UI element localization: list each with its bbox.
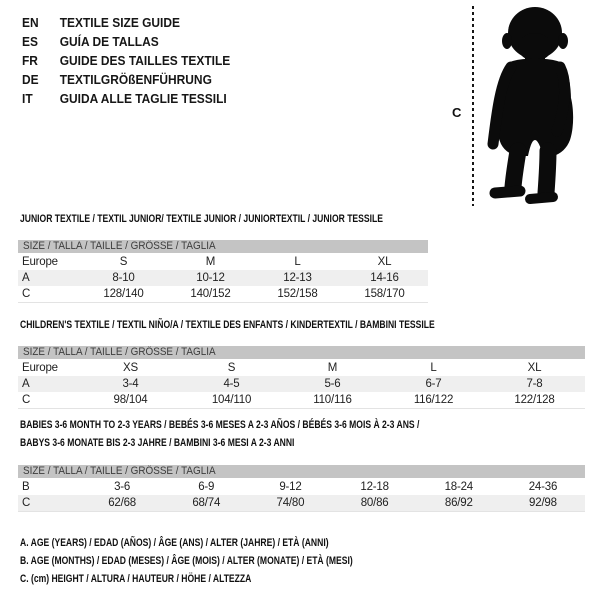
- table-row-europe: Europe XS S M L XL: [18, 360, 585, 376]
- table-cell: 140/152: [190, 288, 231, 300]
- table-header-bar: SIZE / TALLA / TAILLE / GRÖSSE / TAGLIA: [18, 465, 585, 478]
- table-cell: 62/68: [108, 497, 136, 509]
- junior-size-table: SIZE / TALLA / TAILLE / GRÖSSE / TAGLIA …: [18, 240, 428, 303]
- table-cell: M: [327, 362, 338, 374]
- table-cell: 5-6: [324, 378, 341, 390]
- table-cell: L: [430, 362, 437, 374]
- table-row-height: C 62/68 68/74 74/80 80/86 86/92 92/98: [18, 495, 585, 511]
- language-row-en: EN TEXTILE SIZE GUIDE: [22, 13, 230, 32]
- language-label: GUÍA DE TALLAS: [59, 34, 159, 49]
- table-cell: XL: [527, 362, 542, 374]
- language-code: DE: [22, 72, 39, 87]
- language-row-it: IT GUIDA ALLE TAGLIE TESSILI: [22, 89, 230, 108]
- junior-table-title: JUNIOR TEXTILE / TEXTIL JUNIOR/ TEXTILE …: [20, 213, 383, 225]
- language-label: GUIDE DES TAILLES TEXTILE: [59, 53, 231, 68]
- table-cell: 10-12: [196, 272, 225, 284]
- table-cell: 24-36: [528, 481, 558, 493]
- table-cell: 116/122: [413, 394, 454, 406]
- table-header-bar: SIZE / TALLA / TAILLE / GRÖSSE / TAGLIA: [18, 346, 585, 359]
- table-cell: S: [119, 256, 128, 268]
- table-cell: 74/80: [276, 497, 305, 509]
- table-cell: S: [227, 362, 236, 374]
- table-cell: 128/140: [103, 288, 144, 300]
- row-label: Europe: [22, 256, 58, 268]
- table-cell: 7-8: [526, 378, 543, 390]
- row-label: Europe: [22, 362, 58, 374]
- table-cell: 122/128: [514, 394, 555, 406]
- table-header-label: SIZE / TALLA / TAILLE / GRÖSSE / TAGLIA: [23, 465, 216, 477]
- table-row-europe: Europe S M L XL: [18, 254, 428, 270]
- language-code: EN: [22, 15, 39, 30]
- table-cell: 6-9: [198, 481, 215, 493]
- table-cell: 110/116: [313, 394, 352, 406]
- table-cell: 3-6: [114, 481, 131, 493]
- table-header-bar: SIZE / TALLA / TAILLE / GRÖSSE / TAGLIA: [18, 240, 428, 253]
- language-code: ES: [22, 34, 38, 49]
- language-label: GUIDA ALLE TAGLIE TESSILI: [59, 91, 227, 106]
- table-cell: 68/74: [192, 497, 221, 509]
- footnote-age-months: B. AGE (MONTHS) / EDAD (MESES) / ÂGE (MO…: [20, 555, 353, 567]
- row-label: B: [22, 481, 30, 493]
- row-label: A: [22, 378, 30, 390]
- table-cell: 3-4: [122, 378, 139, 390]
- footnote-height: C. (cm) HEIGHT / ALTURA / HAUTEUR / HÖHE…: [20, 573, 252, 585]
- table-cell: 6-7: [425, 378, 442, 390]
- table-cell: 8-10: [112, 272, 135, 284]
- table-cell: 98/104: [113, 394, 148, 406]
- language-label: TEXTILE SIZE GUIDE: [59, 15, 181, 30]
- row-label: A: [22, 272, 30, 284]
- language-code: IT: [22, 91, 33, 106]
- table-row-months: B 3-6 6-9 9-12 12-18 18-24 24-36: [18, 479, 585, 495]
- row-label: C: [22, 394, 31, 406]
- children-table-title: CHILDREN'S TEXTILE / TEXTIL NIÑO/A / TEX…: [20, 319, 435, 331]
- babies-size-table: SIZE / TALLA / TAILLE / GRÖSSE / TAGLIA …: [18, 465, 585, 512]
- height-measure-line: [472, 6, 474, 206]
- table-cell: 158/170: [364, 288, 405, 300]
- table-cell: 152/158: [277, 288, 318, 300]
- row-label: C: [22, 497, 31, 509]
- table-header-label: SIZE / TALLA / TAILLE / GRÖSSE / TAGLIA: [23, 346, 216, 358]
- table-cell: 9-12: [279, 481, 302, 493]
- table-cell: 4-5: [223, 378, 240, 390]
- row-label: C: [22, 288, 31, 300]
- table-cell: 12-13: [283, 272, 312, 284]
- language-code: FR: [22, 53, 38, 68]
- table-header-label: SIZE / TALLA / TAILLE / GRÖSSE / TAGLIA: [23, 240, 216, 252]
- table-cell: 92/98: [529, 497, 557, 509]
- table-cell: 80/86: [360, 497, 389, 509]
- table-cell: 12-18: [360, 481, 389, 493]
- footnote-age-years: A. AGE (YEARS) / EDAD (AÑOS) / ÂGE (ANS)…: [20, 537, 329, 549]
- table-cell: 14-16: [370, 272, 399, 284]
- children-size-table: SIZE / TALLA / TAILLE / GRÖSSE / TAGLIA …: [18, 346, 585, 409]
- table-row-age: A 3-4 4-5 5-6 6-7 7-8: [18, 376, 585, 392]
- table-cell: 104/110: [211, 394, 252, 406]
- language-row-es: ES GUÍA DE TALLAS: [22, 32, 230, 51]
- language-title-list: EN TEXTILE SIZE GUIDE ES GUÍA DE TALLAS …: [22, 13, 248, 108]
- toddler-silhouette-icon: [487, 7, 574, 204]
- table-row-height: C 98/104 104/110 110/116 116/122 122/128: [18, 392, 585, 408]
- table-row-height: C 128/140 140/152 152/158 158/170: [18, 286, 428, 302]
- language-label: TEXTILGRÖßENFÜHRUNG: [59, 72, 212, 87]
- table-cell: XS: [123, 362, 138, 374]
- height-measure-label: C: [452, 105, 462, 120]
- table-cell: XL: [377, 256, 392, 268]
- table-row-age: A 8-10 10-12 12-13 14-16: [18, 270, 428, 286]
- language-row-de: DE TEXTILGRÖßENFÜHRUNG: [22, 70, 230, 89]
- babies-table-title-line1: BABIES 3-6 MONTH TO 2-3 YEARS / BEBÉS 3-…: [20, 419, 420, 431]
- table-cell: 18-24: [444, 481, 474, 493]
- babies-table-title-line2: BABYS 3-6 MONATE BIS 2-3 JAHRE / BAMBINI…: [20, 437, 295, 449]
- table-cell: M: [205, 256, 216, 268]
- table-cell: L: [294, 256, 301, 268]
- language-row-fr: FR GUIDE DES TAILLES TEXTILE: [22, 51, 230, 70]
- table-cell: 86/92: [444, 497, 473, 509]
